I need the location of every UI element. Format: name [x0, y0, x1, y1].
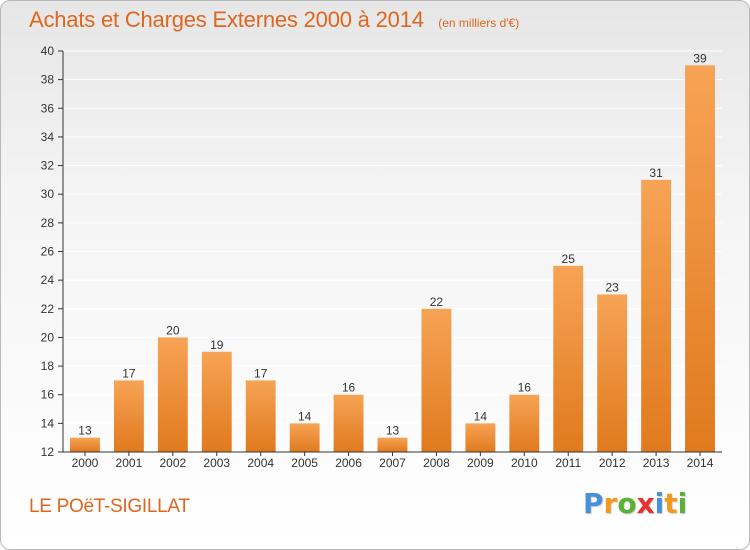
chart-title: Achats et Charges Externes 2000 à 2014 — [29, 7, 424, 32]
bar — [421, 308, 452, 452]
bar-value-label: 17 — [122, 366, 136, 380]
x-tick-label: 2008 — [423, 456, 450, 470]
x-tick-label: 2010 — [511, 456, 538, 470]
bar-value-label: 13 — [78, 424, 92, 438]
bar-value-label: 22 — [430, 295, 444, 309]
bar — [465, 423, 496, 452]
x-tick-label: 2002 — [159, 456, 186, 470]
y-tick-label: 20 — [41, 330, 55, 344]
bar — [553, 265, 584, 452]
bar — [641, 179, 672, 452]
bar-value-label: 17 — [254, 366, 268, 380]
chart-subtitle: (en milliers d'€) — [438, 16, 520, 30]
x-tick-label: 2006 — [335, 456, 362, 470]
y-tick-label: 32 — [41, 159, 55, 173]
bar-value-label: 23 — [605, 280, 619, 294]
x-tick-label: 2012 — [599, 456, 626, 470]
bar — [245, 380, 276, 452]
x-tick-label: 2000 — [72, 456, 99, 470]
logo-letter: t — [664, 487, 678, 520]
bar — [509, 394, 540, 452]
logo-letter: r — [603, 487, 618, 520]
commune-name: LE POëT-SIGILLAT — [29, 496, 190, 517]
logo-letter: i — [654, 487, 665, 520]
x-tick-label: 2014 — [687, 456, 714, 470]
title-line: Achats et Charges Externes 2000 à 2014 (… — [29, 7, 519, 33]
x-tick-label: 2009 — [467, 456, 494, 470]
bar — [289, 423, 320, 452]
bar-value-label: 14 — [298, 409, 312, 423]
y-tick-label: 22 — [41, 302, 55, 316]
bar-value-label: 25 — [562, 252, 576, 266]
logo-letter: P — [583, 487, 604, 520]
x-tick-label: 2004 — [247, 456, 274, 470]
x-tick-label: 2001 — [116, 456, 143, 470]
bar — [157, 337, 188, 452]
bar-value-label: 20 — [166, 323, 180, 337]
proxiti-logo: Proxiti — [583, 487, 687, 520]
x-tick-label: 2007 — [379, 456, 406, 470]
bar — [113, 380, 144, 452]
x-tick-label: 2013 — [643, 456, 670, 470]
bar-value-label: 31 — [649, 166, 663, 180]
logo-letter: i — [677, 487, 688, 520]
y-tick-label: 40 — [41, 44, 55, 58]
bar-value-label: 39 — [693, 51, 707, 65]
bar-value-label: 16 — [342, 381, 356, 395]
y-tick-label: 30 — [41, 187, 55, 201]
bar-value-label: 16 — [518, 381, 532, 395]
y-tick-label: 34 — [41, 130, 55, 144]
logo-letter: x — [636, 487, 655, 520]
y-tick-label: 36 — [41, 101, 55, 115]
y-tick-label: 28 — [41, 216, 55, 230]
x-tick-label: 2003 — [203, 456, 230, 470]
bar — [70, 437, 100, 452]
x-tick-label: 2011 — [555, 456, 581, 470]
bar — [377, 437, 408, 452]
y-tick-label: 14 — [41, 416, 55, 430]
y-tick-label: 16 — [41, 388, 55, 402]
bar — [333, 394, 364, 452]
bar-value-label: 14 — [474, 409, 488, 423]
y-tick-label: 38 — [41, 73, 55, 87]
bar — [201, 351, 232, 452]
y-tick-label: 18 — [41, 359, 55, 373]
x-tick-label: 2005 — [291, 456, 318, 470]
y-tick-label: 26 — [41, 245, 55, 259]
bar-value-label: 13 — [386, 424, 400, 438]
bar — [685, 65, 715, 453]
bar-value-label: 19 — [210, 338, 224, 352]
y-tick-label: 12 — [41, 445, 55, 459]
y-tick-label: 24 — [41, 273, 55, 287]
bar — [597, 294, 628, 452]
logo-letter: o — [617, 487, 637, 520]
